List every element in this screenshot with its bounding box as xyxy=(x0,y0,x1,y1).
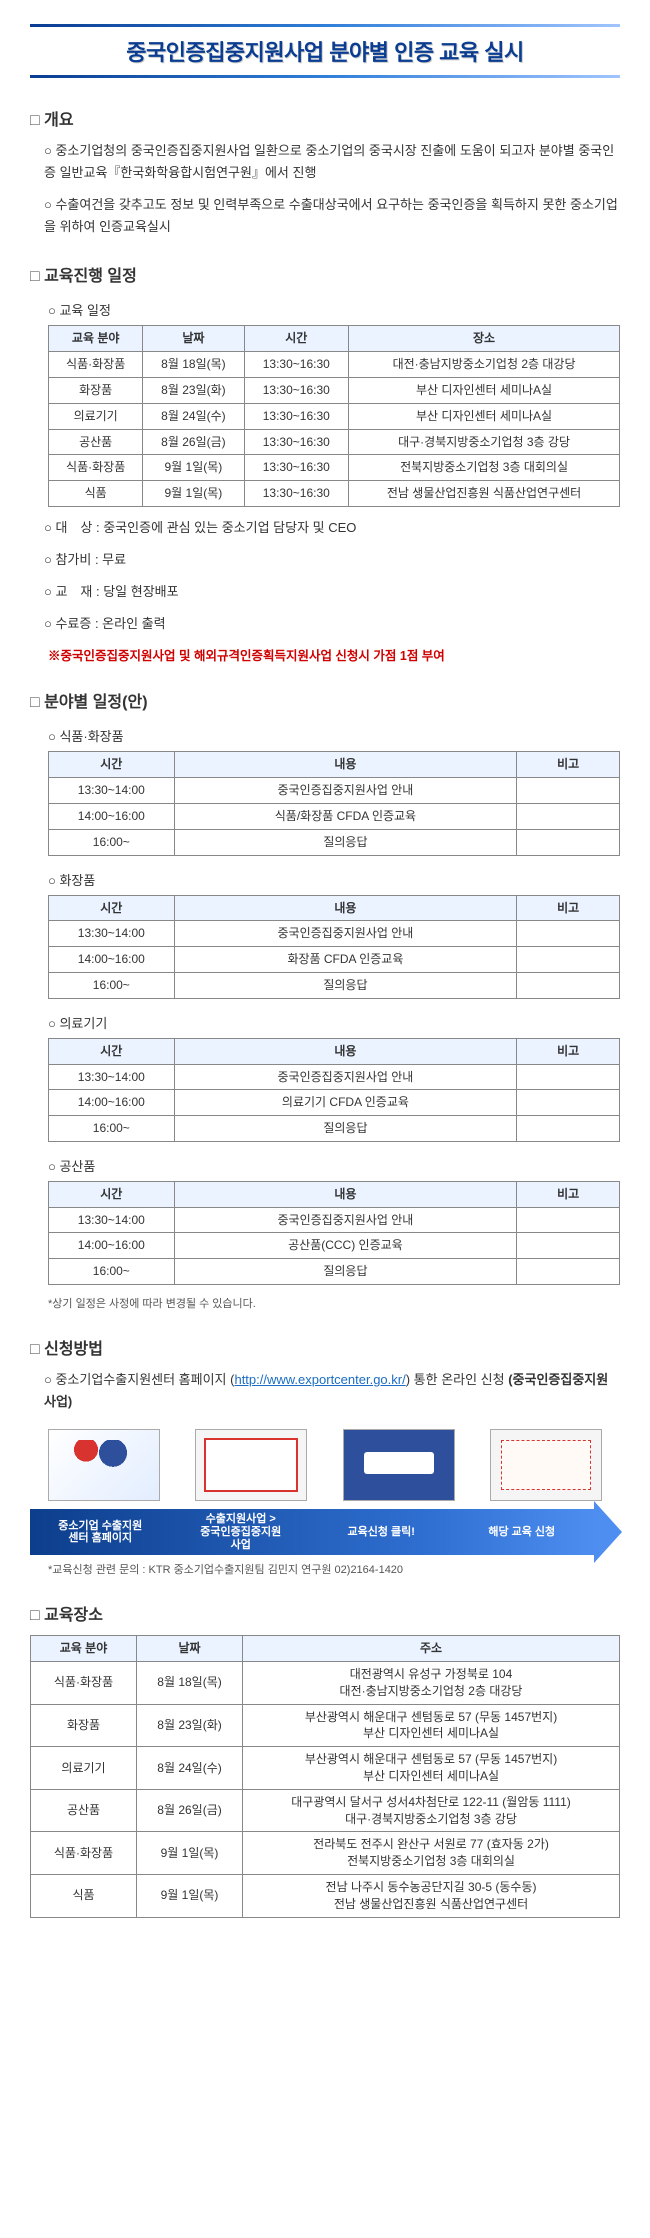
detail-block-title: 식품·화장품 xyxy=(48,726,620,745)
table-row: 식품·화장품8월 18일(목)대전광역시 유성구 가정북로 104 대전·충남지… xyxy=(31,1662,620,1705)
flow-thumb-4 xyxy=(490,1429,602,1501)
schedule-th: 교육 분야 xyxy=(49,326,143,352)
schedule-sub: 교육 일정 xyxy=(48,300,620,319)
table-row: 식품·화장품9월 1일(목)13:30~16:30전북지방중소기업청 3층 대회… xyxy=(49,455,620,481)
schedule-th: 시간 xyxy=(244,326,349,352)
detail-block-title: 의료기기 xyxy=(48,1013,620,1032)
apply-footnote: *교육신청 관련 문의 : KTR 중소기업수출지원팀 김민지 연구원 02)2… xyxy=(48,1561,620,1577)
detail-block-title: 화장품 xyxy=(48,870,620,889)
table-row: 13:30~14:00중국인증집중지원사업 안내 xyxy=(49,1207,620,1233)
apply-flow-thumbs xyxy=(30,1429,620,1501)
section-place: 교육장소 xyxy=(30,1601,620,1625)
title-bar: 중국인증집중지원사업 분야별 인증 교육 실시 xyxy=(30,24,620,78)
detail-table: 시간내용비고13:30~14:00중국인증집중지원사업 안내14:00~16:0… xyxy=(48,895,620,999)
detail-table: 시간내용비고13:30~14:00중국인증집중지원사업 안내14:00~16:0… xyxy=(48,1038,620,1142)
section-detail: 분야별 일정(안) xyxy=(30,688,620,712)
flow-step-label: 해당 교육 신청 xyxy=(452,1526,593,1539)
table-row: 의료기기8월 24일(수)13:30~16:30부산 디자인센터 세미나A실 xyxy=(49,403,620,429)
overview-item: 중소기업청의 중국인증집중지원사업 일환으로 중소기업의 중국시장 진출에 도움… xyxy=(44,140,620,184)
table-row: 14:00~16:00공산품(CCC) 인증교육 xyxy=(49,1233,620,1259)
schedule-note: ※중국인증집중지원사업 및 해외규격인증획득지원사업 신청시 가점 1점 부여 xyxy=(48,645,620,664)
table-row: 14:00~16:00식품/화장품 CFDA 인증교육 xyxy=(49,803,620,829)
table-row: 13:30~14:00중국인증집중지원사업 안내 xyxy=(49,1064,620,1090)
table-row: 식품9월 1일(목)전남 나주시 동수농공단지길 30-5 (동수동) 전남 생… xyxy=(31,1875,620,1918)
schedule-th: 장소 xyxy=(349,326,620,352)
detail-footnote: *상기 일정은 사정에 따라 변경될 수 있습니다. xyxy=(48,1295,620,1311)
table-row: 16:00~질의응답 xyxy=(49,1116,620,1142)
title-line-bottom xyxy=(30,75,620,78)
table-row: 14:00~16:00의료기기 CFDA 인증교육 xyxy=(49,1090,620,1116)
page-title: 중국인증집중지원사업 분야별 인증 교육 실시 xyxy=(30,35,620,67)
schedule-meta-item: 대 상 : 중국인증에 관심 있는 중소기업 담당자 및 CEO xyxy=(44,517,620,539)
schedule-table: 교육 분야날짜시간장소식품·화장품8월 18일(목)13:30~16:30대전·… xyxy=(48,325,620,507)
table-row: 16:00~질의응답 xyxy=(49,829,620,855)
table-row: 16:00~질의응답 xyxy=(49,1259,620,1285)
schedule-meta-item: 참가비 : 무료 xyxy=(44,549,620,571)
apply-line: 중소기업수출지원센터 홈페이지 (http://www.exportcenter… xyxy=(44,1369,620,1413)
table-row: 화장품8월 23일(화)13:30~16:30부산 디자인센터 세미나A실 xyxy=(49,377,620,403)
flow-thumb-3 xyxy=(343,1429,455,1501)
section-apply: 신청방법 xyxy=(30,1335,620,1359)
flow-step-label: 수출지원사업 > 중국인증집중지원 사업 xyxy=(171,1513,312,1551)
table-row: 14:00~16:00화장품 CFDA 인증교육 xyxy=(49,947,620,973)
schedule-th: 날짜 xyxy=(143,326,244,352)
table-row: 공산품8월 26일(금)13:30~16:30대구·경북지방중소기업청 3층 강… xyxy=(49,429,620,455)
table-row: 식품9월 1일(목)13:30~16:30전남 생물산업진흥원 식품산업연구센터 xyxy=(49,481,620,507)
overview-item: 수출여건을 갖추고도 정보 및 인력부족으로 수출대상국에서 요구하는 중국인증… xyxy=(44,194,620,238)
section-overview: 개요 xyxy=(30,106,620,130)
place-table: 교육 분야날짜주소식품·화장품8월 18일(목)대전광역시 유성구 가정북로 1… xyxy=(30,1635,620,1917)
table-row: 13:30~14:00중국인증집중지원사업 안내 xyxy=(49,921,620,947)
schedule-meta-item: 수료증 : 온라인 출력 xyxy=(44,613,620,635)
flow-thumb-1 xyxy=(48,1429,160,1501)
flow-step-label: 중소기업 수출지원 센터 홈페이지 xyxy=(30,1520,171,1545)
detail-table: 시간내용비고13:30~14:00중국인증집중지원사업 안내14:00~16:0… xyxy=(48,1181,620,1285)
section-schedule: 교육진행 일정 xyxy=(30,262,620,286)
table-row: 식품·화장품9월 1일(목)전라북도 전주시 완산구 서원로 77 (효자동 2… xyxy=(31,1832,620,1875)
flow-step-label: 교육신청 클릭! xyxy=(311,1526,452,1539)
table-row: 13:30~14:00중국인증집중지원사업 안내 xyxy=(49,778,620,804)
table-row: 16:00~질의응답 xyxy=(49,972,620,998)
table-row: 식품·화장품8월 18일(목)13:30~16:30대전·충남지방중소기업청 2… xyxy=(49,352,620,378)
table-row: 의료기기8월 24일(수)부산광역시 해운대구 센텀동로 57 (무동 1457… xyxy=(31,1747,620,1790)
flow-thumb-2 xyxy=(195,1429,307,1501)
table-row: 화장품8월 23일(화)부산광역시 해운대구 센텀동로 57 (무동 1457번… xyxy=(31,1704,620,1747)
apply-line-post: ) 통한 온라인 신청 xyxy=(406,1372,509,1387)
detail-table: 시간내용비고13:30~14:00중국인증집중지원사업 안내14:00~16:0… xyxy=(48,751,620,855)
apply-line-pre: 중소기업수출지원센터 홈페이지 ( xyxy=(55,1372,234,1387)
schedule-meta-item: 교 재 : 당일 현장배포 xyxy=(44,581,620,603)
apply-link[interactable]: http://www.exportcenter.go.kr/ xyxy=(234,1372,405,1387)
apply-flow-arrow: 중소기업 수출지원 센터 홈페이지수출지원사업 > 중국인증집중지원 사업교육신… xyxy=(30,1509,620,1555)
title-line-top xyxy=(30,24,620,27)
detail-block-title: 공산품 xyxy=(48,1156,620,1175)
table-row: 공산품8월 26일(금)대구광역시 달서구 성서4차첨단로 122-11 (월암… xyxy=(31,1789,620,1832)
